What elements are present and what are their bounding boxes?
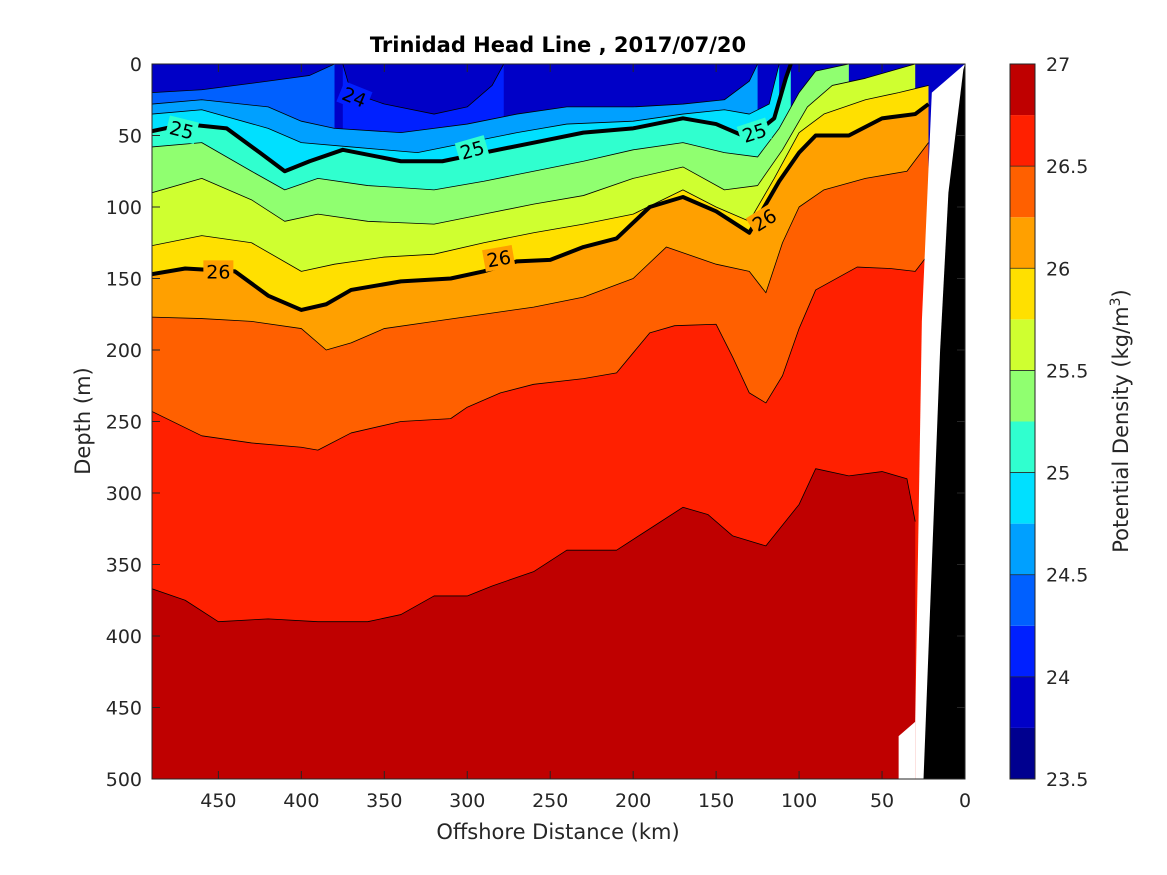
x-tick-label: 400 [283, 790, 319, 812]
isopycnal-line [152, 142, 929, 351]
y-tick-label: 200 [106, 340, 142, 362]
colorbar-swatch [1010, 472, 1035, 524]
x-tick-label: 350 [366, 790, 402, 812]
y-tick-label: 50 [118, 126, 142, 148]
isopycnal-line [152, 64, 335, 93]
y-tick-label: 400 [106, 626, 142, 648]
colorbar-tick-label: 26 [1046, 258, 1070, 280]
colorbar-tick-label: 27 [1046, 54, 1070, 76]
y-tick-label: 0 [130, 54, 142, 76]
x-tick-label: 450 [200, 790, 236, 812]
x-tick-label: 50 [870, 790, 894, 812]
y-tick-label: 300 [106, 483, 142, 505]
colorbar-tick-label: 25.5 [1046, 360, 1088, 382]
colorbar-swatch [1010, 625, 1035, 677]
y-tick-label: 250 [106, 412, 142, 434]
density-band [152, 468, 916, 779]
contour-label-text: 26 [206, 261, 230, 283]
colorbar-swatch [1010, 268, 1035, 320]
x-axis-label: Offshore Distance (km) [436, 820, 679, 844]
colorbar-swatch [1010, 676, 1035, 728]
colorbar-swatch [1010, 319, 1035, 371]
y-axis-label: Depth (m) [71, 367, 95, 474]
isopycnal-line [152, 64, 780, 154]
colorbar-tick-label: 25 [1046, 463, 1070, 485]
colorbar-swatch [1010, 115, 1035, 167]
x-tick-label: 250 [532, 790, 568, 812]
y-tick-label: 150 [106, 269, 142, 291]
colorbar: 27 26.5 26 25.5 25 24.5 24 23.5 [1009, 54, 1088, 791]
colorbar-swatch [1010, 523, 1035, 575]
isopycnal-line [152, 64, 758, 134]
density-filled-contours [152, 64, 965, 779]
y-tick-label: 350 [106, 555, 142, 577]
x-tick-label: 300 [449, 790, 485, 812]
x-axis: 450 400 350 300 250 200 150 100 50 0 [200, 64, 971, 812]
isopycnal-line [152, 249, 933, 451]
colorbar-swatch [1010, 370, 1035, 422]
isopycnal-line [152, 64, 916, 225]
colorbar-swatch [1010, 166, 1035, 218]
isopycnal-line [152, 85, 929, 272]
contour-label-text: 26 [485, 247, 513, 273]
y-tick-label: 500 [106, 769, 142, 791]
chart-title: Trinidad Head Line , 2017/07/20 [370, 33, 746, 57]
contour-label-bg [336, 81, 373, 113]
isopycnal-line [152, 64, 849, 191]
contour-label-bg [203, 260, 234, 283]
y-tick-label: 450 [106, 698, 142, 720]
seafloor-bathymetry [923, 64, 965, 779]
colorbar-swatch [1010, 421, 1035, 473]
colorbar-swatch [1010, 574, 1035, 626]
contour-label-bg [454, 135, 490, 165]
colorbar-tick-label: 26.5 [1046, 156, 1088, 178]
colorbar-swatch [1010, 727, 1035, 779]
contour-label: 26 [482, 245, 516, 273]
contour-label: 24 [336, 81, 373, 113]
contour-label-bg [482, 245, 516, 272]
seafloor-mask [898, 64, 965, 779]
colorbar-label: Potential Density (kg/m3) [1108, 289, 1133, 553]
contour-label: 26 [203, 260, 234, 283]
x-tick-label: 150 [698, 790, 734, 812]
contour-label-bg [736, 117, 772, 148]
isopycnal-line [152, 468, 916, 623]
isopycnal-major-line [152, 102, 930, 312]
x-tick-label: 200 [615, 790, 651, 812]
colorbar-tick-label: 24.5 [1046, 565, 1088, 587]
y-tick-label: 100 [106, 197, 142, 219]
contour-label-bg [745, 202, 783, 238]
colorbar-tick-label: 23.5 [1046, 769, 1088, 791]
colorbar-tick-label: 24 [1046, 667, 1070, 689]
contour-label-bg [164, 115, 200, 145]
coastal-gap-step [898, 721, 916, 779]
x-tick-label: 100 [781, 790, 817, 812]
colorbar-swatch [1010, 217, 1035, 269]
x-tick-label: 0 [959, 790, 971, 812]
y-axis: 0 50 100 150 200 250 300 350 400 450 500 [106, 54, 965, 791]
colorbar-swatch [1010, 64, 1035, 116]
density-contour-lines [152, 64, 933, 623]
